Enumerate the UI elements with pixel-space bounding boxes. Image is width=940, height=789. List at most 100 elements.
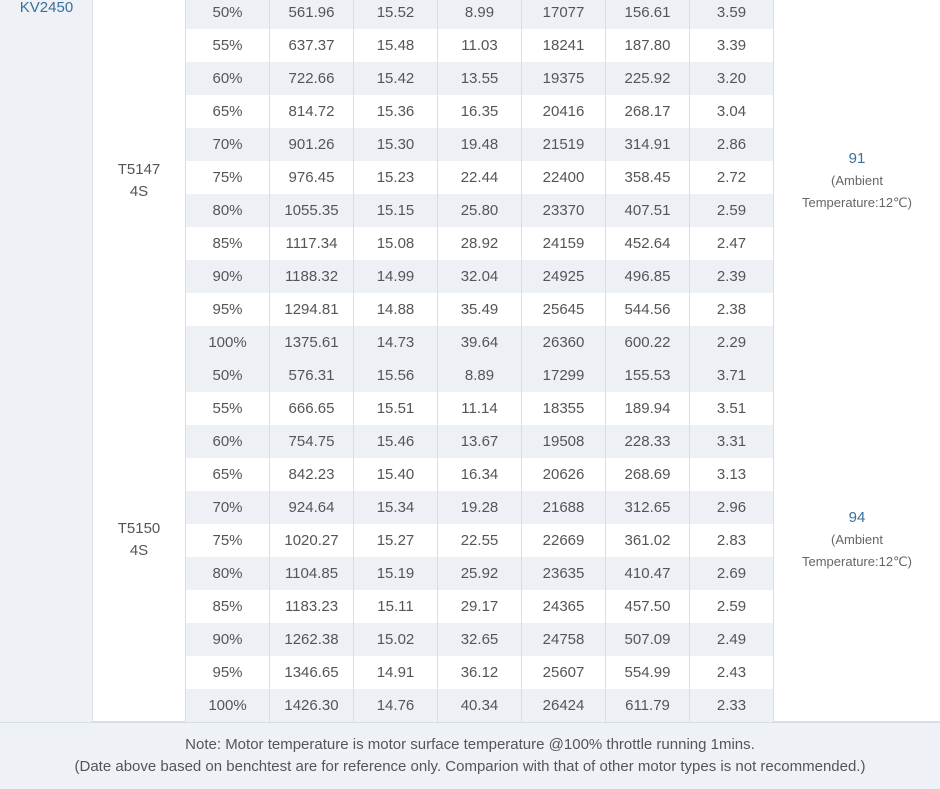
rpm-cell: 24758 <box>522 623 606 656</box>
efficiency-cell: 2.96 <box>690 491 774 524</box>
efficiency-cell: 2.43 <box>690 656 774 689</box>
rpm-cell: 20416 <box>522 95 606 128</box>
table-row: 70% 901.26 15.30 19.48 21519 314.91 2.86 <box>186 128 774 161</box>
voltage-cell: 14.99 <box>354 260 438 293</box>
rpm-cell: 24925 <box>522 260 606 293</box>
power-cell: 507.09 <box>606 623 690 656</box>
current-cell: 25.80 <box>438 194 522 227</box>
efficiency-cell: 3.20 <box>690 62 774 95</box>
current-cell: 19.28 <box>438 491 522 524</box>
ambient-note-line1: (Ambient <box>830 173 884 188</box>
rpm-cell: 22400 <box>522 161 606 194</box>
power-cell: 268.69 <box>606 458 690 491</box>
throttle-cell: 80% <box>186 194 270 227</box>
power-cell: 312.65 <box>606 491 690 524</box>
power-cell: 407.51 <box>606 194 690 227</box>
power-cell: 189.94 <box>606 392 690 425</box>
throttle-cell: 60% <box>186 425 270 458</box>
voltage-cell: 14.91 <box>354 656 438 689</box>
voltage-cell: 15.46 <box>354 425 438 458</box>
current-cell: 35.49 <box>438 293 522 326</box>
voltage-cell: 15.56 <box>354 359 438 392</box>
rpm-cell: 23370 <box>522 194 606 227</box>
current-cell: 13.67 <box>438 425 522 458</box>
current-cell: 8.89 <box>438 359 522 392</box>
battery-cells: 4S <box>129 183 149 200</box>
power-cell: 314.91 <box>606 128 690 161</box>
thrust-cell: 1188.32 <box>270 260 354 293</box>
rpm-cell: 23635 <box>522 557 606 590</box>
thrust-cell: 1055.35 <box>270 194 354 227</box>
footer-note-line2: (Date above based on benchtest are for r… <box>74 758 866 775</box>
rpm-cell: 22669 <box>522 524 606 557</box>
rpm-cell: 18355 <box>522 392 606 425</box>
throttle-cell: 60% <box>186 62 270 95</box>
throttle-cell: 95% <box>186 656 270 689</box>
voltage-cell: 15.11 <box>354 590 438 623</box>
table-row: 90% 1262.38 15.02 32.65 24758 507.09 2.49 <box>186 623 774 656</box>
power-cell: 554.99 <box>606 656 690 689</box>
temperature-value: 94 <box>848 509 866 526</box>
efficiency-cell: 3.39 <box>690 29 774 62</box>
rpm-cell: 19375 <box>522 62 606 95</box>
throttle-cell: 85% <box>186 227 270 260</box>
table-row: 70% 924.64 15.34 19.28 21688 312.65 2.96 <box>186 491 774 524</box>
thrust-cell: 1020.27 <box>270 524 354 557</box>
power-cell: 611.79 <box>606 689 690 722</box>
thrust-cell: 576.31 <box>270 359 354 392</box>
throttle-cell: 65% <box>186 95 270 128</box>
current-cell: 16.35 <box>438 95 522 128</box>
power-cell: 268.17 <box>606 95 690 128</box>
efficiency-cell: 2.49 <box>690 623 774 656</box>
ambient-note-line2: Temperature:12℃) <box>802 195 912 210</box>
table-row: 80% 1104.85 15.19 25.92 23635 410.47 2.69 <box>186 557 774 590</box>
voltage-cell: 15.36 <box>354 95 438 128</box>
voltage-cell: 15.52 <box>354 0 438 29</box>
power-cell: 544.56 <box>606 293 690 326</box>
current-cell: 11.14 <box>438 392 522 425</box>
table-row: 60% 722.66 15.42 13.55 19375 225.92 3.20 <box>186 62 774 95</box>
power-cell: 361.02 <box>606 524 690 557</box>
power-cell: 496.85 <box>606 260 690 293</box>
efficiency-cell: 2.29 <box>690 326 774 359</box>
voltage-cell: 15.08 <box>354 227 438 260</box>
throttle-cell: 75% <box>186 524 270 557</box>
thrust-cell: 1262.38 <box>270 623 354 656</box>
thrust-cell: 1183.23 <box>270 590 354 623</box>
rpm-cell: 26424 <box>522 689 606 722</box>
thrust-cell: 666.65 <box>270 392 354 425</box>
current-cell: 29.17 <box>438 590 522 623</box>
thrust-cell: 842.23 <box>270 458 354 491</box>
propeller-name: T5150 <box>117 520 161 537</box>
rpm-cell: 18241 <box>522 29 606 62</box>
table-row: 85% 1183.23 15.11 29.17 24365 457.50 2.59 <box>186 590 774 623</box>
voltage-cell: 15.02 <box>354 623 438 656</box>
current-cell: 25.92 <box>438 557 522 590</box>
current-cell: 40.34 <box>438 689 522 722</box>
throttle-cell: 70% <box>186 491 270 524</box>
current-cell: 16.34 <box>438 458 522 491</box>
current-cell: 8.99 <box>438 0 522 29</box>
table-row: 100% 1375.61 14.73 39.64 26360 600.22 2.29 <box>186 326 774 359</box>
table-row: 90% 1188.32 14.99 32.04 24925 496.85 2.39 <box>186 260 774 293</box>
table-row: 55% 666.65 15.51 11.14 18355 189.94 3.51 <box>186 392 774 425</box>
efficiency-cell: 2.39 <box>690 260 774 293</box>
table-row: 95% 1346.65 14.91 36.12 25607 554.99 2.43 <box>186 656 774 689</box>
power-cell: 358.45 <box>606 161 690 194</box>
efficiency-cell: 2.72 <box>690 161 774 194</box>
table-row: 55% 637.37 15.48 11.03 18241 187.80 3.39 <box>186 29 774 62</box>
table-row: 60% 754.75 15.46 13.67 19508 228.33 3.31 <box>186 425 774 458</box>
thrust-cell: 1104.85 <box>270 557 354 590</box>
power-cell: 457.50 <box>606 590 690 623</box>
power-cell: 155.53 <box>606 359 690 392</box>
throttle-cell: 100% <box>186 689 270 722</box>
power-cell: 187.80 <box>606 29 690 62</box>
table-row: 65% 814.72 15.36 16.35 20416 268.17 3.04 <box>186 95 774 128</box>
efficiency-cell: 3.59 <box>690 0 774 29</box>
rpm-cell: 26360 <box>522 326 606 359</box>
ambient-note-line2: Temperature:12℃) <box>802 554 912 569</box>
thrust-cell: 1294.81 <box>270 293 354 326</box>
efficiency-cell: 3.71 <box>690 359 774 392</box>
voltage-cell: 15.15 <box>354 194 438 227</box>
efficiency-cell: 2.38 <box>690 293 774 326</box>
